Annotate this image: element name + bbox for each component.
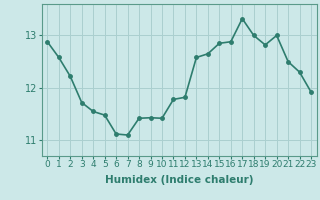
X-axis label: Humidex (Indice chaleur): Humidex (Indice chaleur) [105,175,253,185]
